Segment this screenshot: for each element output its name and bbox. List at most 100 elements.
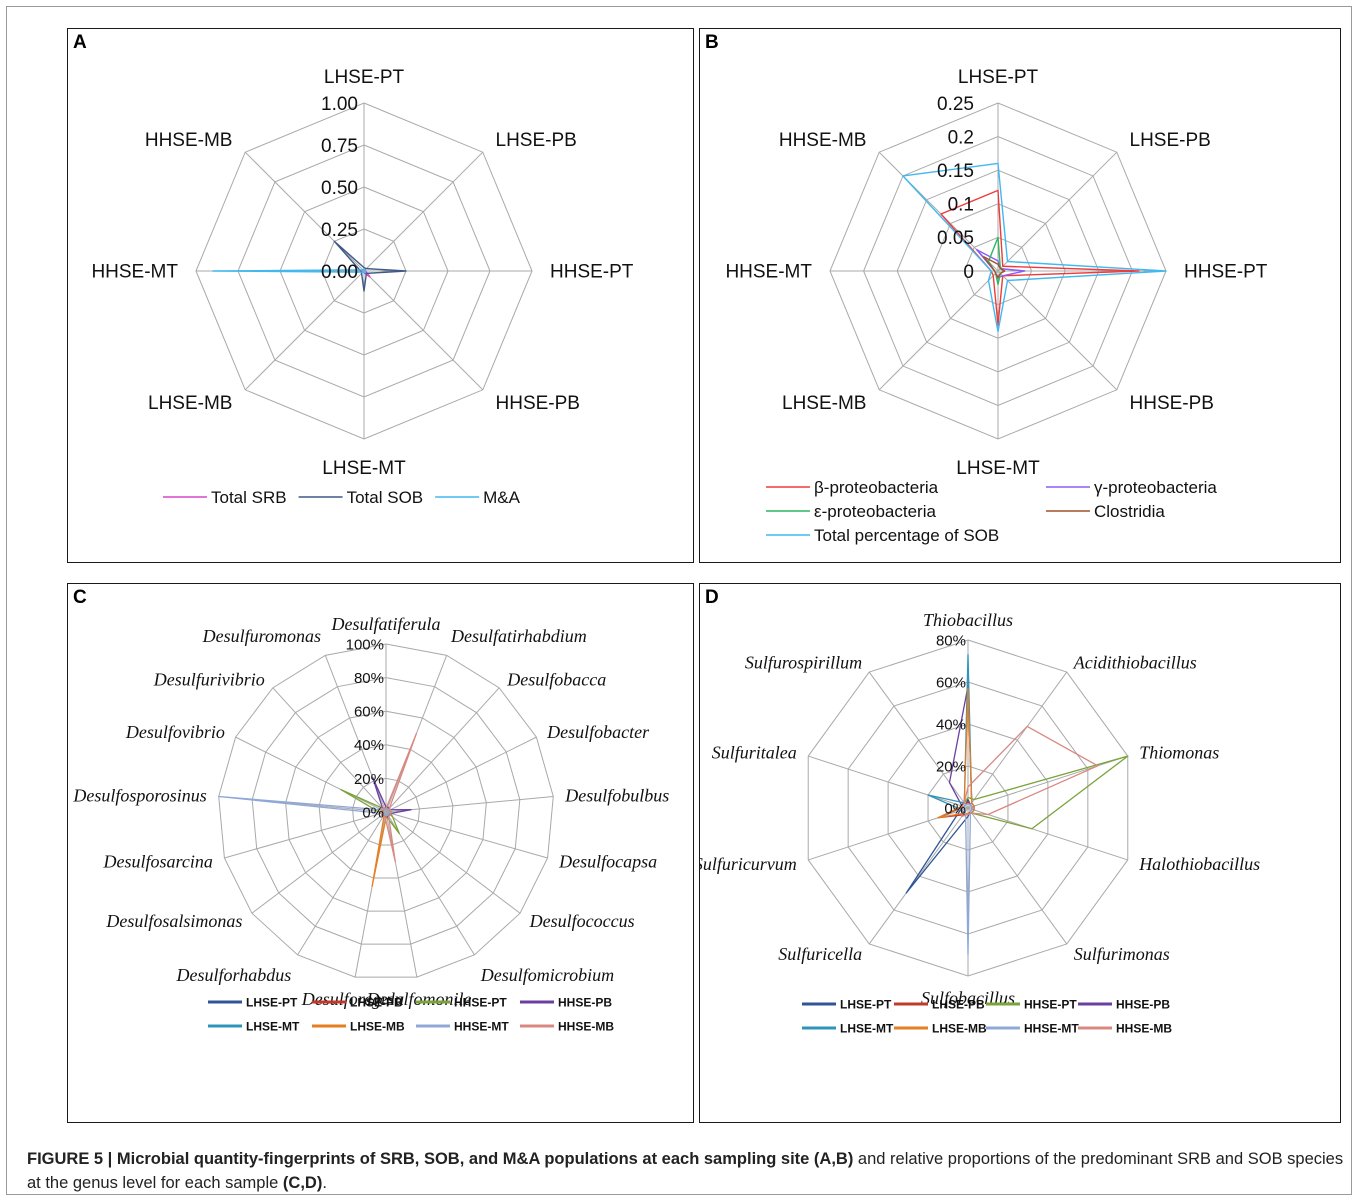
caption-end: (C,D) [282, 1174, 323, 1192]
tick-label: 20% [354, 771, 384, 788]
tick-label: 0.1 [948, 195, 974, 216]
axis-label-desulfosarcina: Desulfosarcina [103, 852, 213, 872]
legend: LHSE-PT LHSE-PB HHSE-PT HHSE-PB LHSE-MT LHSE-… [802, 997, 1172, 1035]
legend-label: LHSE-MB [350, 1019, 405, 1033]
axis-label-hhse-mb: HHSE-MB [145, 130, 233, 151]
legend-item-hhse-pb: HHSE-PB [1078, 997, 1170, 1011]
tick-label: 60% [354, 704, 384, 721]
grid-ring [318, 744, 454, 879]
panel-b-radar-chart: LHSE-PT LHSE-PB HHSE-PT HHSE-PB LHSE-MT LHSE-… [725, 67, 1268, 545]
legend-item-lhse-pb: LHSE-PB [312, 995, 403, 1009]
grid-spoke [967, 671, 1068, 809]
axis-label-desulfococcus: Desulfococcus [529, 911, 635, 931]
series-line-hhse-mb [380, 733, 417, 863]
panel-b-label: B [705, 32, 719, 53]
axis-label-lhse-mb: LHSE-MB [148, 393, 232, 414]
tick-label: 0.75 [321, 136, 358, 157]
panel-d: D Thiobacillus Acidithiobacillus Thiomonas… [699, 583, 1341, 1123]
axis-label-lhse-pt: LHSE-PT [324, 67, 405, 88]
legend-label: LHSE-PB [932, 997, 985, 1011]
legend-label: HHSE-MB [558, 1019, 614, 1033]
legend-item-total-percentage-of-sob: Total percentage of SOB [766, 526, 999, 545]
axis-label-desulfurivibrio: Desulfurivibrio [153, 669, 265, 689]
axis-label-desulforegula: Desulforegula [301, 989, 404, 1009]
grid-spoke [868, 807, 969, 945]
legend-item-lhse-mb: LHSE-MB [894, 1021, 987, 1035]
legend-label: LHSE-MB [932, 1021, 987, 1035]
axis-label-lhse-mt: LHSE-MT [956, 458, 1040, 479]
legend-label: ε-proteobacteria [814, 502, 936, 521]
axis-label-desulfomicrobium: Desulfomicrobium [480, 965, 614, 985]
tick-label: 40% [936, 716, 966, 733]
legend-label: LHSE-MT [840, 1021, 894, 1035]
legend-label: HHSE-PT [454, 995, 507, 1009]
tick-label: 0.05 [937, 228, 974, 249]
legend-label: HHSE-MT [454, 1019, 509, 1033]
grid-spoke [385, 811, 475, 956]
grid-spoke [235, 736, 387, 813]
grid-spoke [997, 270, 1118, 391]
series-line-clostridia [983, 256, 1006, 279]
axis-label-lhse-pb: LHSE-PB [496, 130, 577, 151]
axis-label-lhse-pt: LHSE-PT [958, 67, 1039, 88]
legend-label: LHSE-PT [840, 997, 892, 1011]
axis-label-lhse-mb: LHSE-MB [782, 393, 866, 414]
axis-label-desulfuromonas: Desulfuromonas [202, 626, 321, 646]
axis-label-halothiobacillus: Halothiobacillus [1138, 854, 1260, 874]
tick-label: 0% [944, 800, 966, 817]
legend-label: Total SOB [347, 488, 424, 507]
legend-item-lhse-mt: LHSE-MT [208, 1019, 300, 1033]
grid-spoke [967, 807, 1128, 861]
axis-label-sulfurimonas: Sulfurimonas [1074, 944, 1170, 964]
legend-item-proteobacteria: β-proteobacteria [766, 478, 939, 497]
caption-lead: FIGURE 5 | Microbial quantity-fingerprin… [27, 1150, 854, 1168]
legend-item-hhse-mt: HHSE-MT [416, 1019, 509, 1033]
legend-item-hhse-mb: HHSE-MB [520, 1019, 614, 1033]
axis-label-hhse-pt: HHSE-PT [1184, 262, 1268, 283]
legend-item-lhse-pt: LHSE-PT [802, 997, 892, 1011]
legend-label: Clostridia [1094, 502, 1165, 521]
legend-item-lhse-pb: LHSE-PB [894, 997, 985, 1011]
legend-item-hhse-pt: HHSE-PT [986, 997, 1077, 1011]
panel-a-label: A [73, 32, 87, 53]
axis-label-sulfuricella: Sulfuricella [778, 944, 862, 964]
axis-label-desulforhabdus: Desulforhabdus [176, 965, 292, 985]
grid-spoke [967, 807, 1068, 945]
axis-label-hhse-pb: HHSE-PB [1130, 393, 1214, 414]
legend-label: LHSE-PB [350, 995, 403, 1009]
series-line-manda [212, 268, 367, 274]
axis-label-lhse-pb: LHSE-PB [1130, 130, 1211, 151]
grid-spoke [224, 811, 387, 859]
grid-spoke [244, 270, 365, 391]
axis-label-hhse-pt: HHSE-PT [550, 262, 634, 283]
grid-spoke [363, 270, 484, 391]
axis-label-desulfosporosinus: Desulfosporosinus [72, 786, 206, 806]
legend-item-manda: M&A [435, 488, 521, 507]
legend: Total SRB Total SOB M&A [163, 488, 521, 507]
legend: LHSE-PT LHSE-PB HHSE-PT HHSE-PB LHSE-MT LHSE-… [208, 995, 614, 1033]
legend-label: Total percentage of SOB [814, 526, 999, 545]
axis-label-lhse-mt: LHSE-MT [322, 458, 406, 479]
legend-label: HHSE-PB [1116, 997, 1170, 1011]
legend-label: HHSE-PB [558, 995, 612, 1009]
panel-d-label: D [705, 587, 719, 608]
radar-grid [218, 643, 554, 978]
axis-label-desulfocapsa: Desulfocapsa [558, 852, 657, 872]
tick-label: 0.25 [321, 220, 358, 241]
axis-label-thiomonas: Thiomonas [1139, 743, 1219, 763]
grid-spoke [297, 811, 387, 956]
legend-item-total-srb: Total SRB [163, 488, 287, 507]
grid-spoke [385, 811, 418, 978]
tick-label: 0.50 [321, 178, 358, 199]
panel-a: A LHSE-PT LHSE-PB HHSE-PT HHSE-PB LHSE-MT LHS… [67, 28, 694, 563]
tick-label: 80% [936, 632, 966, 649]
tick-label: 100% [346, 636, 384, 653]
axis-label-hhse-mt: HHSE-MT [725, 262, 812, 283]
legend-label: LHSE-PT [246, 995, 298, 1009]
grid-spoke [385, 811, 548, 859]
grid-ring [285, 710, 487, 912]
legend-label: HHSE-MB [1116, 1021, 1172, 1035]
tick-label: 40% [354, 737, 384, 754]
axis-label-desulfomonile: Desulfomonile [366, 989, 472, 1009]
radar-grid [829, 102, 1167, 440]
